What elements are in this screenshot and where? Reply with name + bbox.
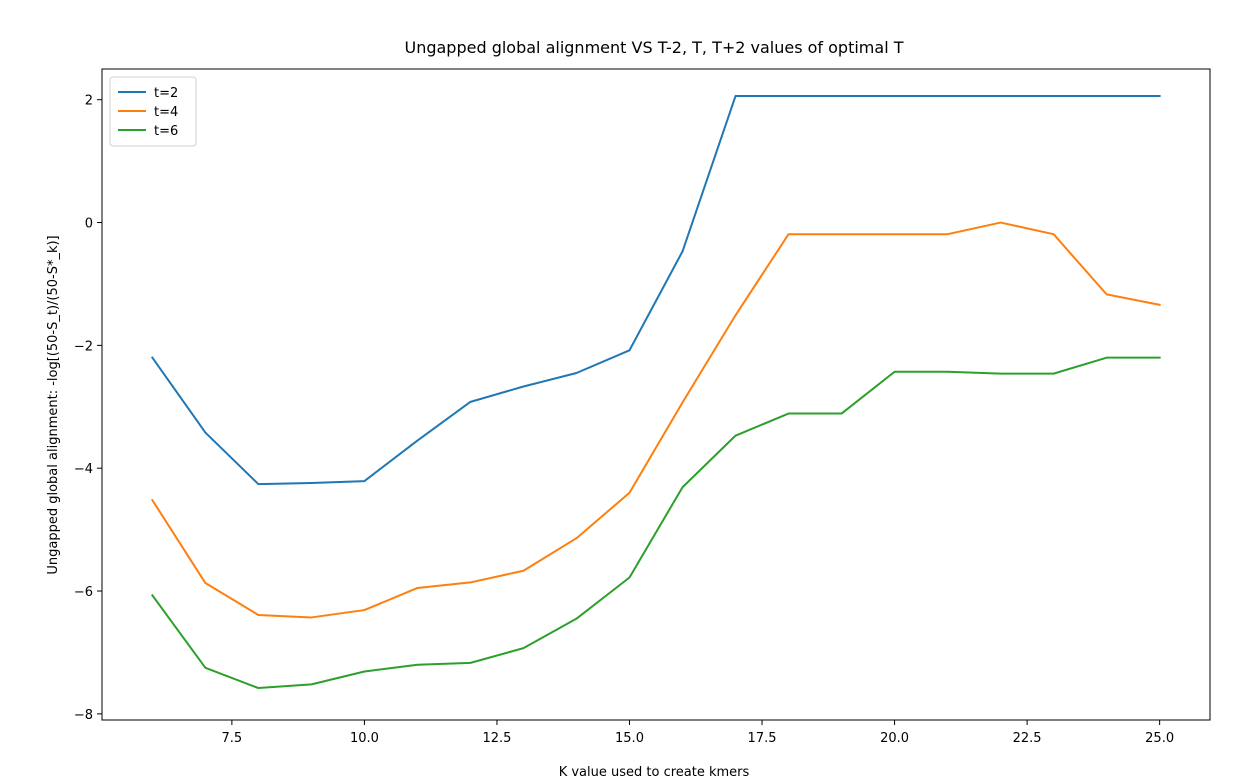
series-line-t2 <box>150 95 1161 486</box>
x-tick-label: 12.5 <box>482 731 511 746</box>
x-tick-label: 17.5 <box>748 731 777 746</box>
x-tick-label: 20.0 <box>880 731 909 746</box>
legend-box <box>109 76 197 147</box>
y-axis-label: Ungapped global alignment: -log[(50-S_t)… <box>46 235 61 574</box>
legend: t=2 t=4 t=6 <box>109 76 197 147</box>
x-tick-label: 22.5 <box>1013 731 1042 746</box>
y-tick-label: −8 <box>74 708 93 723</box>
plot-background <box>102 69 1210 720</box>
chart-title: Ungapped global alignment VS T-2, T, T+2… <box>404 38 903 57</box>
legend-label: t=4 <box>154 105 178 120</box>
y-tick-label: 0 <box>85 217 93 232</box>
x-axis-label: K value used to create kmers <box>559 765 750 780</box>
y-tick-label: −6 <box>74 585 93 600</box>
legend-label: t=2 <box>154 86 178 101</box>
series-line-t6 <box>150 356 1161 690</box>
x-tick-label: 10.0 <box>350 731 379 746</box>
y-tick-label: −2 <box>74 339 93 354</box>
plot-area <box>102 69 1210 720</box>
legend-label: t=6 <box>154 124 178 139</box>
y-tick-label: 2 <box>85 94 93 109</box>
series-line-t4 <box>150 221 1161 619</box>
axes: 7.5 10.0 12.5 15.0 17.5 20.0 22.5 25.0 −8 −6 −4 −2 0… <box>74 68 1211 746</box>
x-tick-label: 7.5 <box>222 731 243 746</box>
axes-frame <box>101 68 1211 721</box>
x-tick-label: 25.0 <box>1145 731 1174 746</box>
series-lines <box>150 95 1161 690</box>
x-tick-label: 15.0 <box>615 731 644 746</box>
y-tick-label: −4 <box>74 462 93 477</box>
